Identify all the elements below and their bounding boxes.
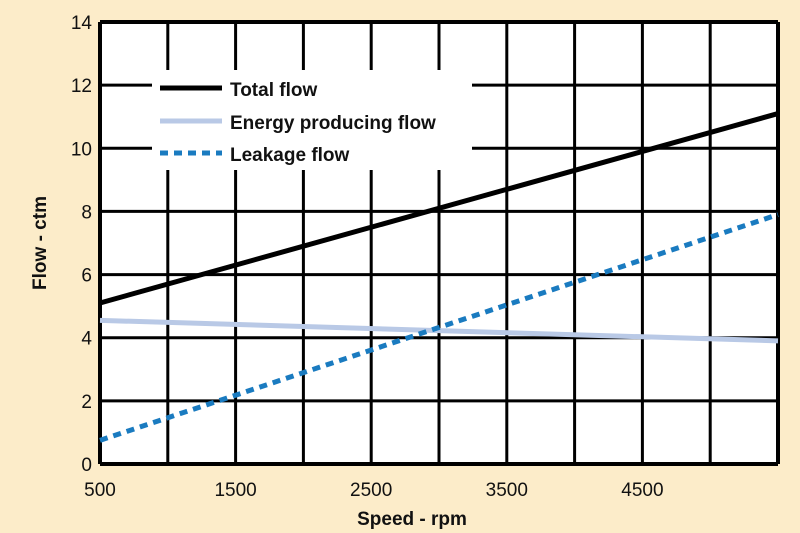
x-tick-labels: 500 1500 2500 3500 4500 [84, 480, 663, 501]
legend-label-energy-producing-flow: Energy producing flow [230, 113, 436, 134]
legend-label-total-flow: Total flow [230, 80, 317, 101]
legend: Total flow Energy producing flow Leakage… [152, 70, 472, 170]
series-line-total-flow [99, 111, 779, 306]
legend-label-leakage-flow: Leakage flow [230, 145, 350, 166]
y-axis-label: Flow - ctm [30, 196, 51, 290]
y-tick-label: 2 [81, 392, 92, 413]
y-tick-label: 8 [81, 202, 92, 223]
x-tick-label: 1500 [214, 480, 256, 501]
y-tick-label: 4 [81, 329, 92, 350]
x-tick-label: 3500 [486, 480, 528, 501]
y-tick-labels: 0 2 4 6 8 10 12 14 [71, 13, 93, 476]
x-tick-label: 2500 [350, 480, 392, 501]
y-tick-label: 14 [71, 13, 93, 34]
series-line-energy-producing-flow [99, 317, 779, 344]
y-tick-label: 10 [71, 139, 92, 160]
x-axis-label: Speed - rpm [357, 509, 467, 530]
x-tick-label: 500 [84, 480, 116, 501]
y-tick-label: 12 [71, 76, 92, 97]
y-tick-label: 0 [81, 455, 92, 476]
y-tick-label: 6 [81, 266, 92, 287]
x-tick-label: 4500 [621, 480, 663, 501]
series-lines [99, 111, 779, 443]
series-line-leakage-flow [99, 212, 779, 443]
